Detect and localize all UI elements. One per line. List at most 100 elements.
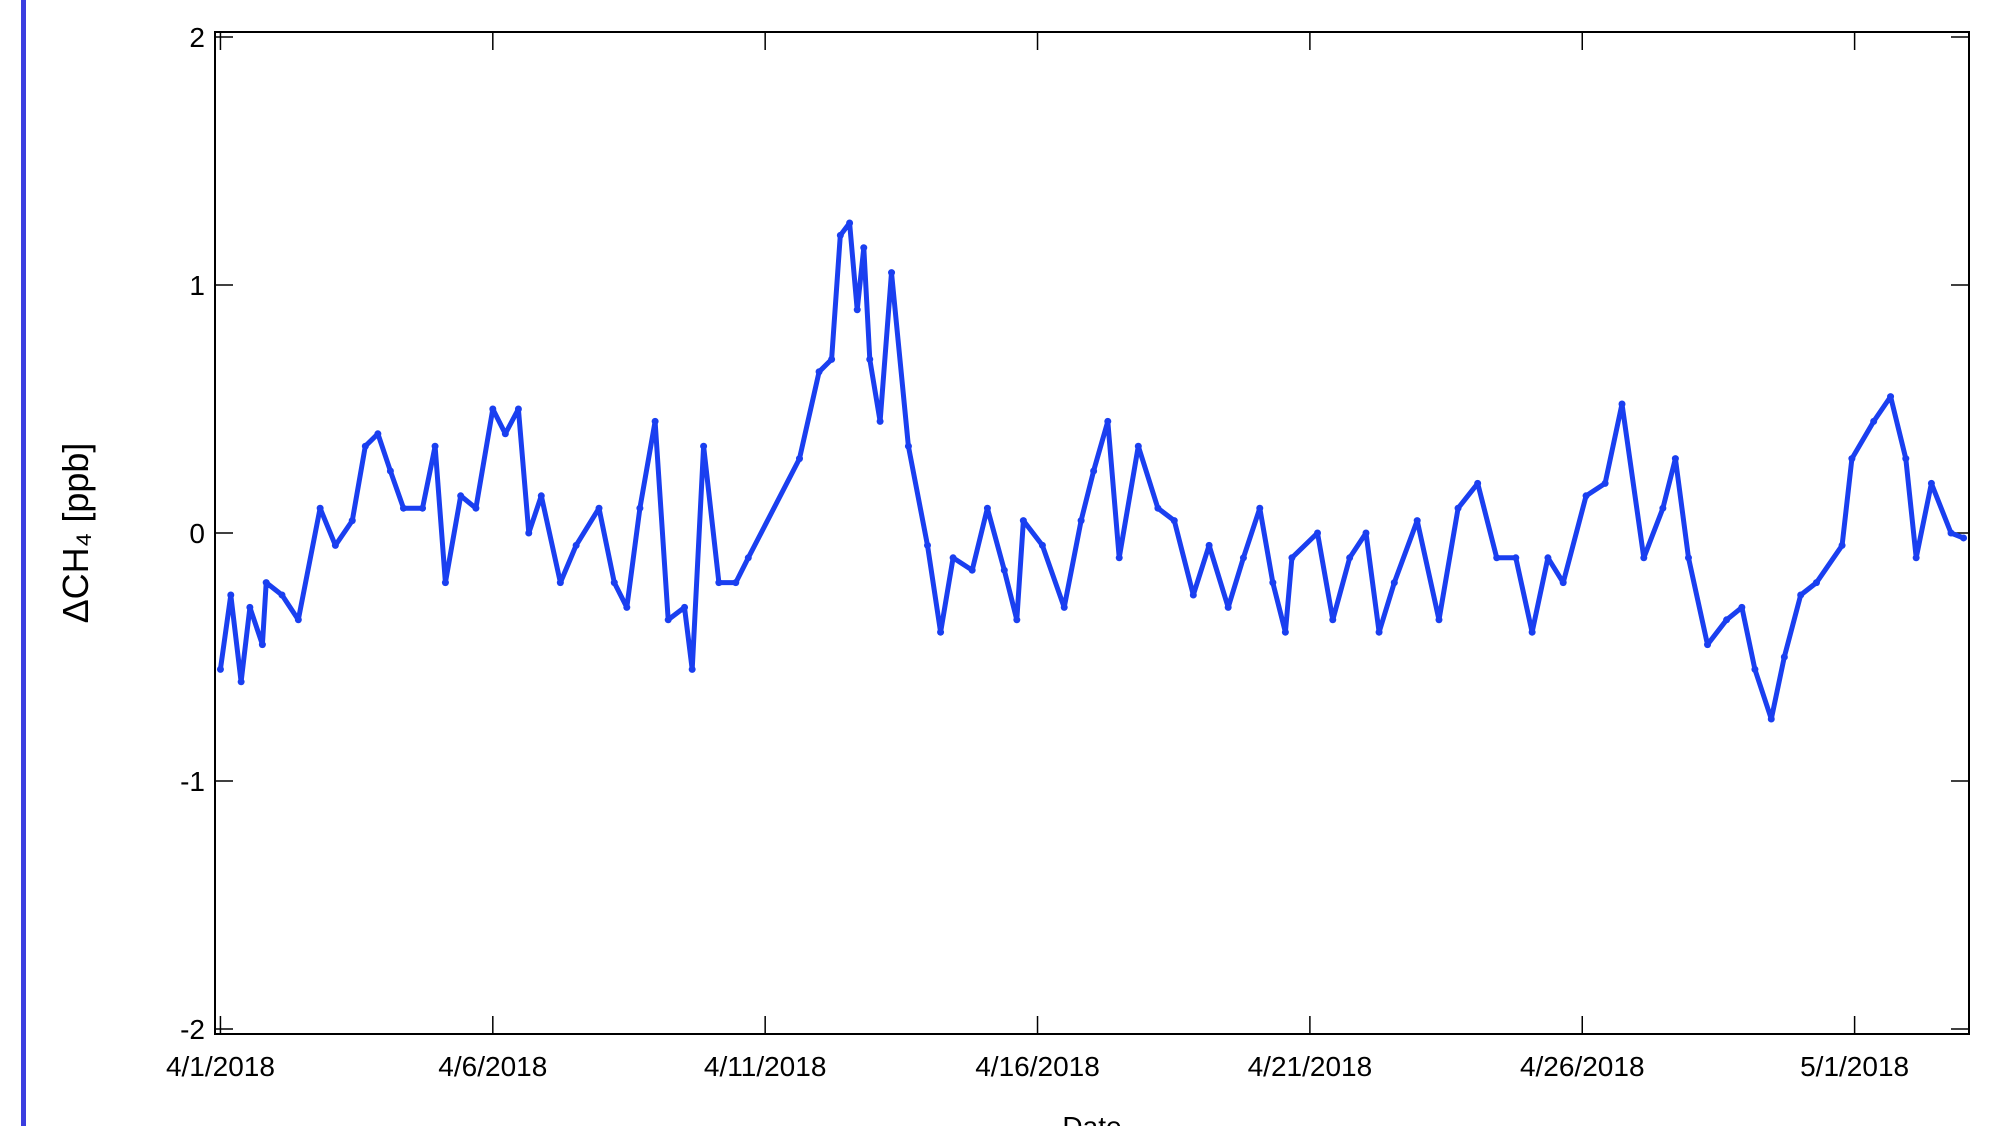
- data-point: [744, 554, 752, 562]
- data-point: [595, 504, 603, 512]
- data-point: [1493, 554, 1501, 562]
- data-point: [1848, 455, 1856, 463]
- data-point: [1559, 579, 1567, 587]
- data-point: [294, 616, 302, 624]
- data-point: [1269, 579, 1277, 587]
- data-point: [1329, 616, 1337, 624]
- data-point: [636, 504, 644, 512]
- data-point: [1870, 417, 1878, 425]
- data-point: [1205, 541, 1213, 549]
- data-point: [246, 603, 254, 611]
- y-axis-label: ΔCH₄ [ppb]: [55, 443, 96, 624]
- data-point: [399, 504, 407, 512]
- data-point: [853, 306, 861, 314]
- data-point: [1738, 603, 1746, 611]
- data-point: [1038, 541, 1046, 549]
- data-point: [623, 603, 631, 611]
- data-point: [361, 442, 369, 450]
- data-point: [1601, 479, 1609, 487]
- data-point: [262, 579, 270, 587]
- data-point: [968, 566, 976, 574]
- data-point: [1256, 504, 1264, 512]
- data-point: [732, 579, 740, 587]
- data-point: [860, 244, 868, 252]
- data-point: [1060, 603, 1068, 611]
- y-tick-label: -1: [180, 766, 205, 797]
- data-point: [1684, 554, 1692, 562]
- data-point: [836, 231, 844, 239]
- data-point: [1618, 400, 1626, 408]
- data-point: [1154, 504, 1162, 512]
- data-point: [1947, 529, 1955, 537]
- data-point: [1189, 591, 1197, 599]
- data-point: [937, 628, 945, 636]
- data-point: [514, 405, 522, 413]
- x-axis-label: Date: [1062, 1111, 1121, 1126]
- data-point: [1544, 554, 1552, 562]
- x-tick-label: 4/26/2018: [1520, 1051, 1645, 1082]
- data-point: [1838, 541, 1846, 549]
- data-point: [876, 417, 884, 425]
- data-point: [556, 579, 564, 587]
- data-point: [1288, 554, 1296, 562]
- x-tick-label: 4/16/2018: [975, 1051, 1100, 1082]
- data-point: [1797, 591, 1805, 599]
- data-point: [489, 405, 497, 413]
- data-point: [1767, 715, 1775, 723]
- x-tick-label: 4/6/2018: [438, 1051, 547, 1082]
- data-point: [949, 554, 957, 562]
- plot-frame: [214, 31, 1970, 1035]
- data-point: [1362, 529, 1370, 537]
- x-tick-label: 5/1/2018: [1800, 1051, 1909, 1082]
- data-point: [457, 492, 465, 500]
- data-point: [1454, 504, 1462, 512]
- data-point: [1671, 455, 1679, 463]
- data-point: [1659, 504, 1667, 512]
- data-point: [1704, 641, 1712, 649]
- data-point: [348, 517, 356, 525]
- data-point: [1090, 467, 1098, 475]
- data-point: [316, 504, 324, 512]
- data-point: [1751, 665, 1759, 673]
- data-point: [815, 368, 823, 376]
- data-point: [1474, 479, 1482, 487]
- data-point: [1346, 554, 1354, 562]
- data-point: [1314, 529, 1322, 537]
- data-point: [1582, 492, 1590, 500]
- data-point: [1927, 479, 1935, 487]
- data-point: [441, 579, 449, 587]
- data-point: [1902, 455, 1910, 463]
- data-point: [419, 504, 427, 512]
- data-point: [386, 467, 394, 475]
- data-point: [1281, 628, 1289, 636]
- data-point: [1375, 628, 1383, 636]
- data-point: [688, 665, 696, 673]
- data-point: [1812, 579, 1820, 587]
- data-point: [828, 355, 836, 363]
- data-point: [1640, 554, 1648, 562]
- data-point: [1239, 554, 1247, 562]
- data-point: [331, 541, 339, 549]
- data-point: [888, 269, 896, 277]
- data-point: [216, 665, 224, 673]
- data-point: [923, 541, 931, 549]
- data-point: [1912, 554, 1920, 562]
- data-point: [1723, 616, 1731, 624]
- data-point: [1528, 628, 1536, 636]
- data-point: [1170, 517, 1178, 525]
- data-point: [610, 579, 618, 587]
- data-point: [1960, 534, 1968, 542]
- y-tick-label: 0: [189, 518, 205, 549]
- data-point: [1019, 517, 1027, 525]
- data-point: [700, 442, 708, 450]
- data-point: [237, 678, 245, 686]
- data-point: [846, 219, 854, 227]
- data-point: [537, 492, 545, 500]
- data-point: [1115, 554, 1123, 562]
- data-point: [1512, 554, 1520, 562]
- data-point: [651, 417, 659, 425]
- data-point: [1000, 566, 1008, 574]
- data-point: [715, 579, 723, 587]
- data-point: [1077, 517, 1085, 525]
